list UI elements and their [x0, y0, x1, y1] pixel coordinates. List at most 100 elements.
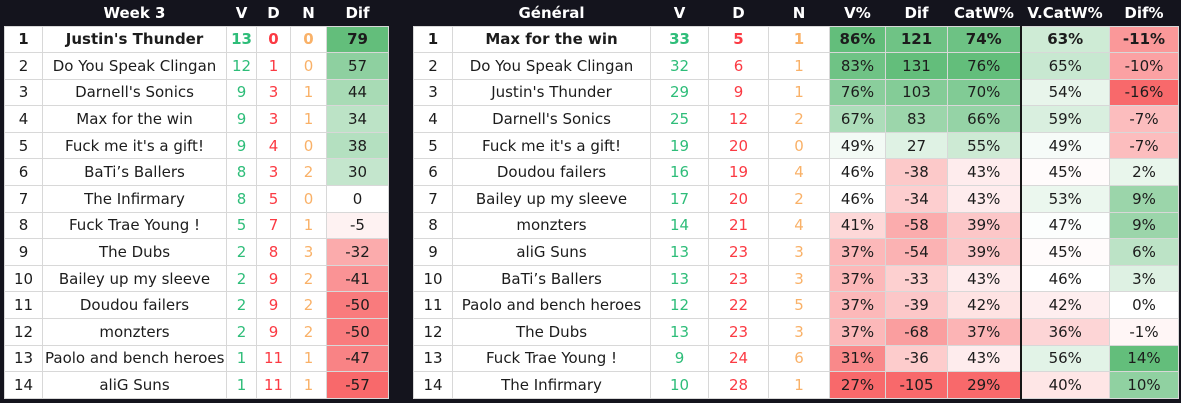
week-table-body: 1 Justin's Thunder 13 0 0 79 2 Do You Speak Cli… [4, 25, 389, 399]
diff-cell: -58 [885, 211, 948, 240]
cat-win-pct-cell: 70% [947, 78, 1021, 107]
diff-cell: 121 [885, 25, 948, 54]
win-pct-cell: 37% [829, 291, 886, 320]
cat-win-pct-cell: 74% [947, 25, 1021, 54]
diff-pct-cell: 9% [1109, 185, 1179, 213]
win-pct-cell: 27% [829, 371, 886, 399]
losses-cell: 23 [708, 238, 769, 266]
wins-cell: 13 [650, 238, 709, 266]
wins-cell: 2 [226, 238, 257, 266]
rank-cell: 13 [4, 344, 43, 373]
team-cell: Justin's Thunder [42, 25, 227, 54]
col-header-v: V [226, 0, 257, 26]
table-row: 1 Max for the win 33 5 1 86% 121 74% 63% -11% [413, 25, 1179, 54]
losses-cell: 9 [708, 78, 769, 107]
table-row: 10 BaTi’s Ballers 13 23 3 37% -33 43% 46% 3% [413, 264, 1179, 293]
diff-cell: 34 [326, 105, 389, 133]
losses-cell: 3 [256, 78, 291, 107]
table-row: 14 aliG Suns 1 11 1 -57 [4, 371, 389, 399]
win-pct-cell: 67% [829, 105, 886, 133]
team-cell: BaTi’s Ballers [42, 158, 227, 187]
wins-cell: 32 [650, 52, 709, 80]
draws-cell: 1 [290, 211, 327, 240]
victory-cat-win-pct-cell: 53% [1019, 185, 1110, 213]
draws-cell: 3 [768, 264, 830, 293]
draws-cell: 1 [290, 344, 327, 373]
table-row: 2 Do You Speak Clingan 32 6 1 83% 131 76% 65% -10… [413, 52, 1179, 80]
team-cell: BaTi’s Ballers [452, 264, 651, 293]
table-row: 12 The Dubs 13 23 3 37% -68 37% 36% -1% [413, 318, 1179, 346]
table-row: 5 Fuck me it's a gift! 19 20 0 49% 27 55% 49% -7% [413, 131, 1179, 160]
rank-cell: 5 [4, 131, 43, 160]
diff-pct-cell: -16% [1109, 78, 1179, 107]
losses-cell: 0 [256, 25, 291, 54]
diff-cell: 0 [326, 185, 389, 213]
draws-cell: 0 [290, 52, 327, 80]
losses-cell: 20 [708, 131, 769, 160]
cat-win-pct-cell: 43% [947, 344, 1021, 373]
wins-cell: 25 [650, 105, 709, 133]
draws-cell: 2 [290, 291, 327, 320]
victory-cat-win-pct-cell: 54% [1019, 78, 1110, 107]
diff-pct-cell: -7% [1109, 131, 1179, 160]
team-cell: Justin's Thunder [452, 78, 651, 107]
rank-cell: 10 [4, 264, 43, 293]
cat-win-pct-cell: 29% [947, 371, 1021, 399]
draws-cell: 6 [768, 344, 830, 373]
rank-cell: 2 [4, 52, 43, 80]
wins-cell: 5 [226, 211, 257, 240]
col-header-d: D [708, 0, 769, 26]
wins-cell: 16 [650, 158, 709, 187]
col-header-v: V [650, 0, 709, 26]
draws-cell: 2 [290, 158, 327, 187]
table-row: 13 Fuck Trae Young ! 9 24 6 31% -36 43% 56% 14% [413, 344, 1179, 373]
victory-cat-win-pct-cell: 40% [1019, 371, 1110, 399]
wins-cell: 9 [226, 78, 257, 107]
draws-cell: 1 [768, 78, 830, 107]
diff-cell: -33 [885, 264, 948, 293]
draws-cell: 3 [768, 318, 830, 346]
team-cell: Do You Speak Clingan [452, 52, 651, 80]
wins-cell: 13 [650, 264, 709, 293]
table-title: Week 3 [42, 0, 227, 26]
victory-cat-win-pct-cell: 46% [1019, 264, 1110, 293]
losses-cell: 19 [708, 158, 769, 187]
table-row: 2 Do You Speak Clingan 12 1 0 57 [4, 52, 389, 80]
losses-cell: 23 [708, 318, 769, 346]
rank-cell: 3 [4, 78, 43, 107]
draws-cell: 1 [768, 52, 830, 80]
team-cell: Paolo and bench heroes [42, 344, 227, 373]
rank-cell: 12 [413, 318, 453, 346]
diff-pct-cell: 6% [1109, 238, 1179, 266]
team-cell: Bailey up my sleeve [452, 185, 651, 213]
team-cell: Do You Speak Clingan [42, 52, 227, 80]
rank-cell: 6 [413, 158, 453, 187]
rank-cell: 7 [4, 185, 43, 213]
diff-pct-cell: -11% [1109, 25, 1179, 54]
team-cell: Fuck Trae Young ! [42, 211, 227, 240]
cat-win-pct-cell: 43% [947, 158, 1021, 187]
draws-cell: 0 [768, 131, 830, 160]
diff-cell: -36 [885, 344, 948, 373]
table-row: 4 Max for the win 9 3 1 34 [4, 105, 389, 133]
victory-cat-win-pct-cell: 49% [1019, 131, 1110, 160]
draws-cell: 0 [290, 25, 327, 54]
table-row: 7 The Infirmary 8 5 0 0 [4, 185, 389, 213]
table-row: 13 Paolo and bench heroes 1 11 1 -47 [4, 344, 389, 373]
rank-column-header [413, 0, 453, 26]
table-row: 8 monzters 14 21 4 41% -58 39% 47% 9% [413, 211, 1179, 240]
table-row: 11 Paolo and bench heroes 12 22 5 37% -39 42% 42… [413, 291, 1179, 320]
diff-cell: 83 [885, 105, 948, 133]
header-row: Général V D N V% Dif CatW% V.CatW% Dif% [413, 0, 1179, 26]
wins-cell: 12 [226, 52, 257, 80]
wins-cell: 19 [650, 131, 709, 160]
general-table-body: 1 Max for the win 33 5 1 86% 121 74% 63% -11% 2 Do … [413, 25, 1179, 399]
team-cell: monzters [452, 211, 651, 240]
diff-pct-cell: 9% [1109, 211, 1179, 240]
col-header-dif: Dif [326, 0, 389, 26]
wins-cell: 2 [226, 264, 257, 293]
rank-cell: 6 [4, 158, 43, 187]
draws-cell: 1 [290, 78, 327, 107]
diff-cell: 44 [326, 78, 389, 107]
team-cell: aliG Suns [452, 238, 651, 266]
